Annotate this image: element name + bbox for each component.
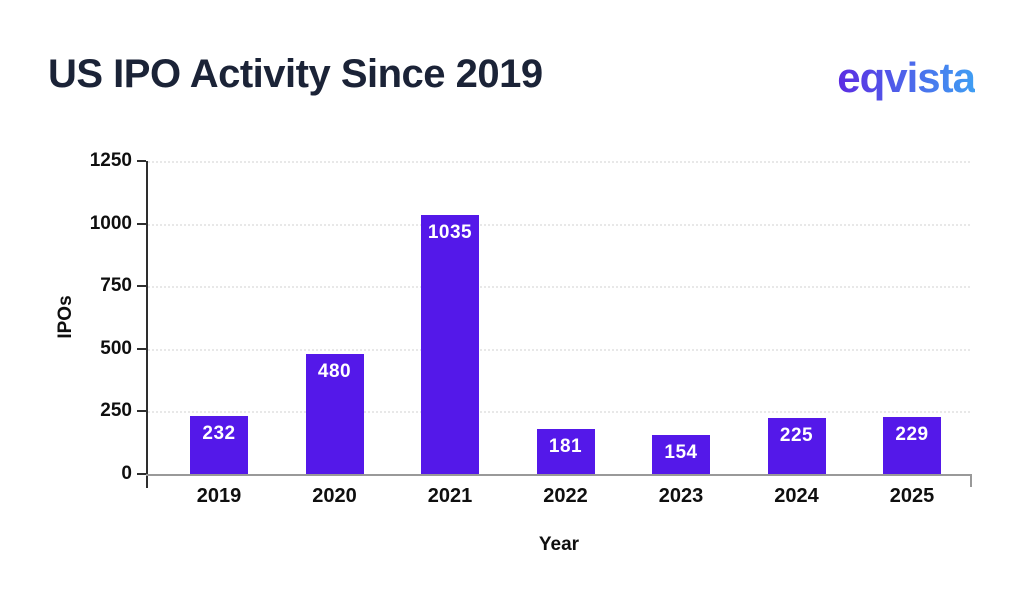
x-tick-label: 2024 (774, 485, 819, 507)
x-tick-label: 2022 (543, 485, 588, 507)
bar: 232 (190, 416, 248, 474)
y-tick-label: 500 (100, 337, 132, 359)
bar-value-label: 1035 (427, 222, 473, 243)
x-tick-label: 2019 (196, 485, 242, 507)
y-tick (137, 222, 146, 225)
eqvista-logo: eqvista (837, 54, 976, 101)
bar-value-label: 181 (548, 436, 583, 457)
bar-value-label: 480 (317, 361, 352, 382)
bar-value-label: 229 (895, 424, 929, 445)
y-tick-label: 0 (121, 463, 132, 484)
gridline (148, 348, 970, 351)
y-tick-label: 1000 (89, 212, 132, 234)
gridline (148, 411, 970, 414)
y-axis-title: IPOs (55, 295, 76, 339)
bar: 480 (305, 354, 364, 474)
bar: 181 (536, 429, 595, 474)
bar-value-label: 225 (779, 425, 814, 446)
y-tick-label: 1250 (89, 150, 132, 171)
plot-area: 0 250 500 750 1000 1250 232 2019 480 2020 1035 2021… (90, 150, 972, 507)
bar-value-label: 154 (664, 442, 698, 463)
y-tick (137, 473, 146, 475)
y-tick (137, 347, 146, 350)
gridline (148, 286, 970, 289)
x-tick-label: 2021 (427, 485, 473, 507)
bar-value-label: 232 (202, 423, 236, 444)
bar: 229 (883, 417, 941, 474)
y-tick-label: 750 (100, 275, 132, 297)
y-tick-label: 250 (100, 400, 132, 422)
bar: 154 (652, 435, 710, 474)
y-tick (137, 410, 146, 413)
gridline (148, 223, 970, 226)
x-axis-end-tick (970, 474, 972, 487)
bar: 225 (767, 418, 826, 474)
y-axis-line (146, 161, 148, 488)
y-tick (137, 285, 146, 288)
x-tick-label: 2020 (312, 485, 357, 507)
x-tick-label: 2023 (658, 485, 704, 507)
gridline (148, 161, 970, 163)
bar: 1035 (421, 215, 479, 474)
y-tick (137, 160, 146, 162)
x-axis-title: Year (538, 534, 580, 555)
chart-title: US IPO Activity Since 2019 (48, 52, 543, 96)
x-tick-label: 2025 (889, 485, 935, 507)
x-axis-line (146, 474, 970, 476)
